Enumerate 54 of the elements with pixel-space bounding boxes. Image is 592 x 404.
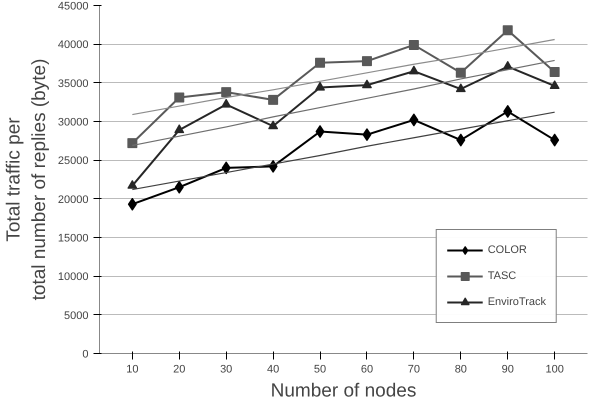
point xyxy=(174,180,184,194)
point xyxy=(550,80,560,90)
point xyxy=(127,138,138,148)
point xyxy=(503,104,512,118)
x-tick-label: 40 xyxy=(267,364,280,376)
point xyxy=(174,124,184,134)
y-axis-title: Total traffic per total number of replies (byte) xyxy=(4,58,50,300)
point xyxy=(456,134,466,147)
x-tick-label: 30 xyxy=(220,364,232,376)
point xyxy=(456,68,466,78)
point xyxy=(268,120,278,130)
point xyxy=(502,25,513,36)
legend-label: TASC xyxy=(488,270,516,282)
point xyxy=(362,128,372,142)
point xyxy=(408,40,419,50)
x-tick-label: 100 xyxy=(545,364,564,376)
y-tick-label: 10000 xyxy=(58,271,89,284)
y-tick-label: 35000 xyxy=(58,78,89,90)
point xyxy=(550,134,560,147)
y-tick-label: 45000 xyxy=(58,0,89,12)
line-series xyxy=(132,38,556,116)
y-tick-label: 30000 xyxy=(58,116,89,128)
x-tick-label: 80 xyxy=(454,364,467,376)
y-tick-label: 25000 xyxy=(58,155,89,168)
point xyxy=(127,180,138,189)
point xyxy=(408,66,419,74)
y-tick-label: 15000 xyxy=(58,232,89,244)
point xyxy=(456,83,466,92)
point xyxy=(268,94,278,105)
point xyxy=(128,198,137,211)
legend-label: COLOR xyxy=(488,244,527,256)
point xyxy=(550,67,560,78)
point xyxy=(222,161,231,174)
point xyxy=(315,82,326,91)
x-tick-label: 60 xyxy=(360,364,374,376)
y-tick-label: 0 xyxy=(82,348,89,360)
point xyxy=(362,79,372,88)
y-tick-label: 20000 xyxy=(58,194,89,206)
point xyxy=(221,98,232,108)
x-tick-label: 70 xyxy=(408,364,420,376)
x-tick-label: 50 xyxy=(314,364,326,376)
point xyxy=(316,125,325,138)
point xyxy=(315,58,326,68)
x-axis-title: Number of nodes xyxy=(270,380,416,402)
y-tick-label: 40000 xyxy=(58,39,89,52)
point xyxy=(174,92,184,103)
x-tick-label: 90 xyxy=(502,364,514,376)
point xyxy=(221,87,232,98)
x-tick-label: 20 xyxy=(173,364,186,376)
point xyxy=(409,113,418,126)
y-tick-label: 5000 xyxy=(64,310,89,322)
x-tick-label: 10 xyxy=(126,364,138,376)
point xyxy=(362,56,372,66)
legend-label: EnviroTrack xyxy=(488,296,546,308)
